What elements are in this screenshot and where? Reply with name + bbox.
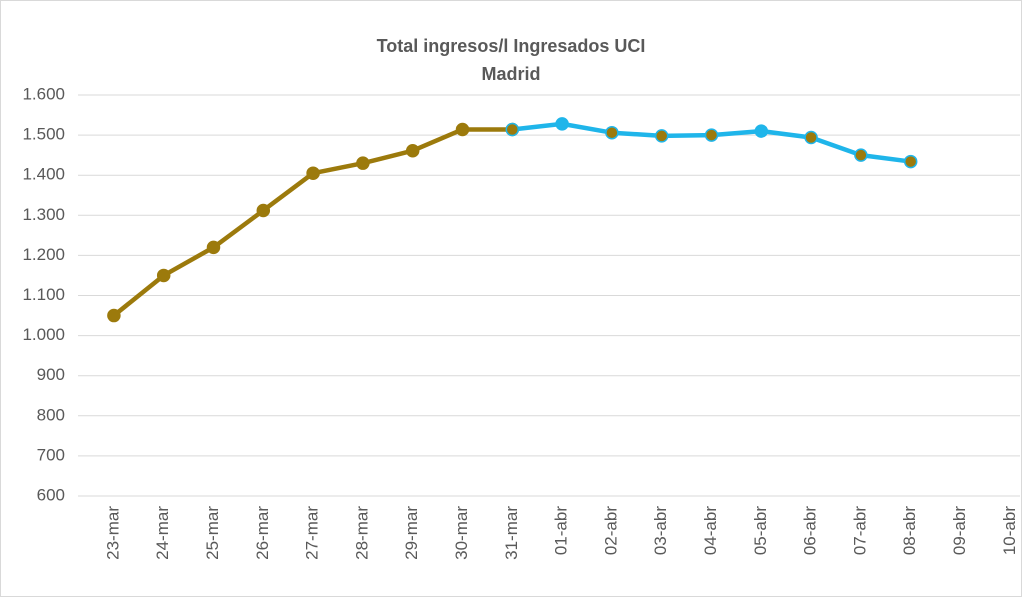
x-tick-label: 31-mar: [502, 506, 521, 560]
x-tick-label: 10-abr: [1000, 506, 1019, 555]
chart-title: Total ingresos/l Ingresados UCI: [377, 36, 646, 56]
y-tick-label: 1.100: [22, 285, 65, 304]
data-point: [505, 122, 520, 137]
chart-subtitle: Madrid: [481, 64, 540, 84]
data-point: [555, 117, 569, 131]
data-point: [605, 125, 619, 140]
data-point: [356, 156, 370, 170]
x-tick-label: 30-mar: [452, 506, 471, 560]
x-tick-label: 29-mar: [402, 506, 421, 560]
y-tick-label: 1.200: [22, 245, 65, 264]
data-point: [704, 128, 719, 142]
y-tick-label: 1.000: [22, 325, 65, 344]
x-tick-label: 23-mar: [103, 506, 122, 560]
x-tick-label: 04-abr: [701, 506, 720, 555]
x-tick-label: 01-abr: [552, 506, 571, 555]
data-point: [256, 203, 271, 218]
y-tick-label: 1.400: [22, 165, 65, 184]
data-point: [206, 240, 221, 255]
y-tick-label: 600: [37, 485, 65, 504]
y-tick-label: 800: [37, 405, 65, 424]
data-point: [306, 166, 320, 180]
data-point: [854, 148, 868, 162]
x-tick-label: 25-mar: [203, 506, 222, 560]
y-tick-label: 900: [37, 365, 65, 384]
data-point: [455, 122, 470, 137]
data-point: [156, 268, 171, 283]
x-tick-label: 27-mar: [303, 506, 322, 560]
x-tick-label: 26-mar: [253, 506, 272, 560]
data-point: [754, 124, 769, 138]
data-point: [107, 308, 121, 323]
y-tick-label: 700: [37, 445, 65, 464]
y-tick-label: 1.300: [22, 205, 65, 224]
data-point: [804, 130, 818, 145]
x-tick-label: 06-abr: [801, 506, 820, 555]
y-tick-label: 1.500: [22, 125, 65, 144]
data-point: [654, 129, 669, 143]
x-tick-label: 24-mar: [153, 506, 172, 560]
x-tick-label: 03-abr: [651, 506, 670, 555]
x-tick-label: 02-abr: [601, 506, 620, 555]
x-tick-label: 08-abr: [900, 506, 919, 555]
x-tick-label: 09-abr: [950, 506, 969, 555]
x-tick-label: 07-abr: [850, 506, 869, 555]
data-point: [903, 154, 918, 169]
x-tick-label: 28-mar: [352, 506, 371, 560]
y-tick-label: 1.600: [22, 84, 65, 103]
data-point: [405, 143, 420, 158]
x-tick-label: 05-abr: [751, 506, 770, 555]
